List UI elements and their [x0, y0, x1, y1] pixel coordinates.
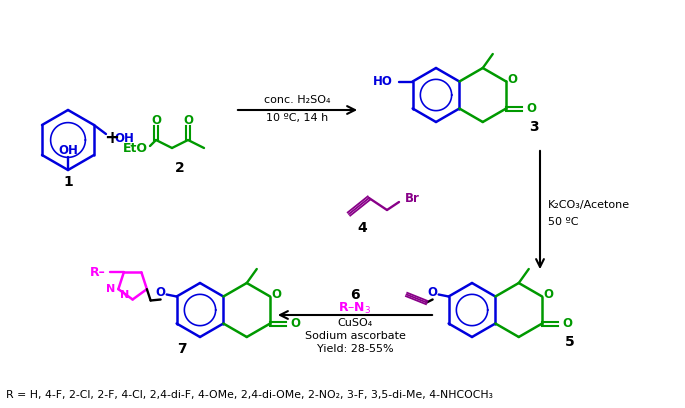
Text: O: O — [543, 288, 553, 301]
Text: Yield: 28-55%: Yield: 28-55% — [316, 344, 393, 354]
Text: +: + — [105, 129, 119, 147]
Text: 6: 6 — [350, 288, 360, 302]
Text: N: N — [106, 284, 115, 294]
Text: O: O — [427, 286, 438, 299]
Text: 10 ºC, 14 h: 10 ºC, 14 h — [266, 113, 328, 123]
Text: R–N$_3$: R–N$_3$ — [338, 300, 372, 315]
Text: 5: 5 — [565, 335, 575, 349]
Text: EtO: EtO — [123, 142, 148, 155]
Text: 2: 2 — [175, 161, 185, 175]
Text: R–: R– — [90, 266, 105, 279]
Text: O: O — [151, 113, 161, 126]
Text: conc. H₂SO₄: conc. H₂SO₄ — [264, 95, 330, 105]
Text: 4: 4 — [357, 221, 367, 235]
Text: 3: 3 — [530, 120, 539, 134]
Text: OH: OH — [114, 133, 134, 146]
Text: O: O — [290, 317, 300, 330]
Text: K₂CO₃/Acetone: K₂CO₃/Acetone — [548, 200, 630, 210]
Text: N: N — [121, 290, 129, 301]
Text: O: O — [562, 317, 572, 330]
Text: O: O — [271, 288, 281, 301]
Text: Br: Br — [405, 191, 420, 204]
Text: 50 ºC: 50 ºC — [548, 217, 579, 227]
Text: O: O — [507, 73, 517, 86]
Text: 1: 1 — [63, 175, 73, 189]
Text: O: O — [526, 102, 536, 115]
Text: Sodium ascorbate: Sodium ascorbate — [305, 331, 406, 341]
Text: R = H, 4-F, 2-Cl, 2-F, 4-Cl, 2,4-di-F, 4-OMe, 2,4-di-OMe, 2-NO₂, 3-F, 3,5-di-Me,: R = H, 4-F, 2-Cl, 2-F, 4-Cl, 2,4-di-F, 4… — [6, 390, 493, 400]
Text: 7: 7 — [177, 342, 187, 356]
Text: O: O — [155, 286, 166, 299]
Text: CuSO₄: CuSO₄ — [338, 318, 373, 328]
Text: O: O — [183, 113, 193, 126]
Text: HO: HO — [373, 75, 393, 88]
Text: OH: OH — [58, 144, 78, 157]
